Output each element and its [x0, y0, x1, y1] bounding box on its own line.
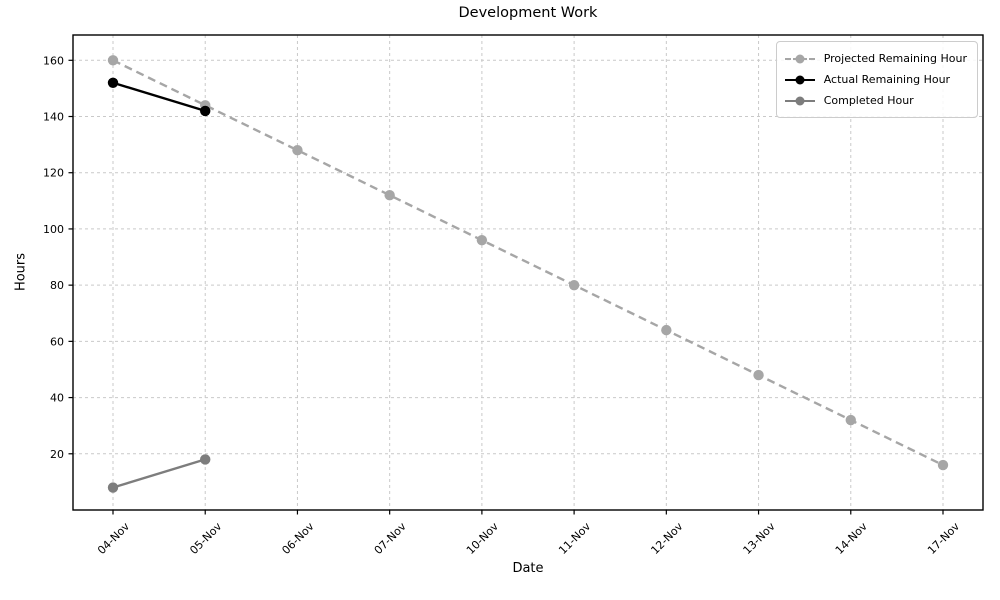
data-point [661, 324, 672, 336]
series-line-0 [112, 59, 944, 467]
y-tick-label: 140 [43, 111, 64, 124]
x-tick-label: 13-Nov [741, 520, 778, 557]
x-tick-label: 06-Nov [279, 520, 316, 557]
data-point [200, 105, 211, 117]
series-line-2 [112, 458, 206, 489]
data-point [292, 145, 303, 156]
y-tick-label: 160 [43, 54, 64, 67]
legend-line-sample-icon [784, 75, 815, 85]
x-tick-label: 10-Nov [464, 520, 501, 557]
legend-entry-completed: Completed Hour [784, 90, 967, 111]
y-tick-label: 120 [43, 167, 64, 180]
y-tick-label: 40 [50, 392, 64, 405]
chart-title: Development Work [458, 5, 598, 21]
legend-marker-icon [795, 75, 805, 84]
legend-label: Completed Hour [823, 94, 914, 107]
y-axis-label: Hours [13, 252, 29, 292]
axes-frame [72, 34, 984, 511]
data-point [568, 279, 580, 291]
data-point [200, 454, 211, 465]
data-point [476, 234, 488, 246]
data-point [107, 482, 119, 493]
x-tick-label: 04-Nov [95, 520, 132, 557]
legend: Projected Remaining Hour Actual Remainin… [775, 41, 978, 118]
legend-line-sample-icon [784, 96, 815, 106]
legend-marker-icon [795, 96, 805, 105]
x-tick-label: 17-Nov [925, 520, 962, 557]
legend-line-sample-icon [784, 54, 815, 64]
x-tick-label: 11-Nov [556, 520, 593, 557]
x-tick-label: 12-Nov [648, 520, 685, 557]
data-point [937, 459, 949, 471]
x-tick-label: 07-Nov [372, 520, 409, 557]
series-line-1 [112, 81, 206, 113]
y-tick-label: 20 [50, 448, 64, 461]
data-point [845, 414, 856, 426]
legend-entry-actual: Actual Remaining Hour [784, 69, 967, 90]
data-point [107, 55, 119, 66]
legend-marker-icon [795, 54, 805, 63]
x-tick-label: 14-Nov [833, 520, 870, 557]
data-point [753, 369, 764, 381]
x-tick-label: 05-Nov [187, 520, 224, 557]
y-tick-label: 100 [43, 223, 64, 236]
legend-label: Actual Remaining Hour [823, 73, 951, 86]
y-tick-label: 60 [50, 335, 64, 348]
legend-label: Projected Remaining Hour [823, 52, 967, 65]
x-axis-label: Date [512, 561, 544, 576]
y-tick-label: 80 [50, 279, 64, 292]
data-point [384, 190, 395, 201]
data-point [107, 77, 119, 88]
legend-entry-projected: Projected Remaining Hour [784, 48, 967, 69]
